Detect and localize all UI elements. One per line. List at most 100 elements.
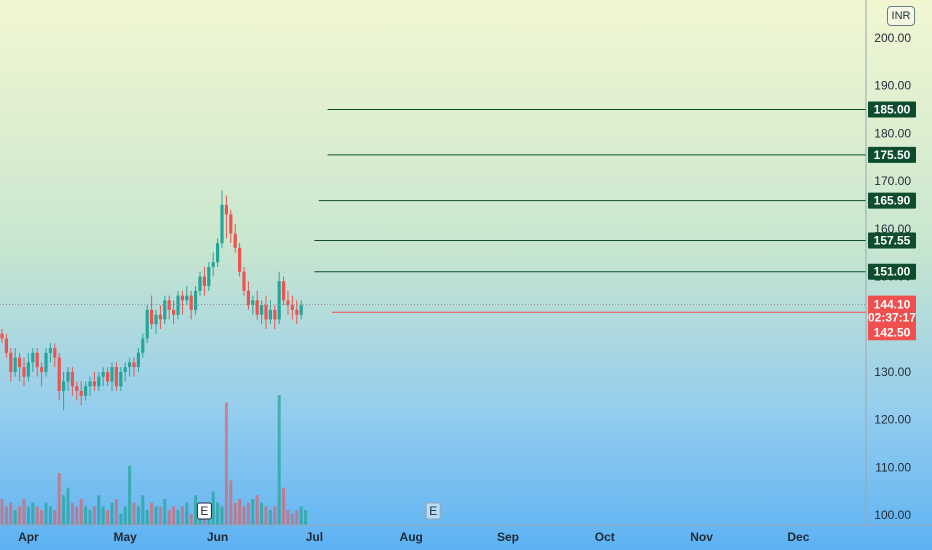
- time-tick-label: May: [114, 530, 138, 544]
- level-layer[interactable]: [0, 109, 866, 313]
- candle[interactable]: [40, 362, 44, 387]
- candle[interactable]: [185, 286, 189, 306]
- candle[interactable]: [9, 348, 13, 382]
- candle[interactable]: [97, 371, 101, 391]
- candle[interactable]: [264, 295, 268, 329]
- candle[interactable]: [48, 343, 52, 363]
- candle[interactable]: [238, 243, 242, 277]
- candle-body: [136, 352, 140, 368]
- candle[interactable]: [88, 376, 92, 396]
- currency-badge[interactable]: INR: [887, 6, 915, 26]
- volume-bar: [268, 510, 272, 525]
- candle[interactable]: [35, 348, 39, 377]
- candle[interactable]: [44, 348, 48, 377]
- candle[interactable]: [194, 286, 198, 315]
- candle[interactable]: [114, 362, 118, 391]
- candle-body: [18, 357, 22, 368]
- candle[interactable]: [13, 348, 17, 377]
- candle[interactable]: [207, 262, 211, 291]
- candle[interactable]: [18, 352, 22, 382]
- candle[interactable]: [22, 357, 26, 387]
- candle-body: [62, 381, 66, 391]
- candle[interactable]: [0, 328, 4, 344]
- earnings-marker-box: [425, 502, 441, 520]
- candle[interactable]: [189, 290, 193, 320]
- candle-body: [246, 290, 250, 306]
- candle[interactable]: [282, 276, 286, 306]
- candle[interactable]: [141, 333, 145, 358]
- candle[interactable]: [31, 348, 35, 372]
- candle[interactable]: [79, 381, 83, 406]
- candle[interactable]: [299, 300, 303, 320]
- volume-bar: [246, 502, 250, 525]
- candle[interactable]: [268, 300, 272, 325]
- candle[interactable]: [128, 357, 132, 377]
- candle[interactable]: [246, 281, 250, 310]
- candle[interactable]: [53, 343, 57, 368]
- volume-bar: [251, 499, 255, 525]
- candle-body: [251, 300, 255, 306]
- candle[interactable]: [242, 266, 246, 296]
- candle[interactable]: [123, 362, 127, 382]
- earnings-marker-label: E: [200, 504, 208, 518]
- volume-bar: [70, 502, 74, 525]
- volume-bar: [101, 506, 105, 525]
- candle[interactable]: [158, 305, 162, 329]
- candle-body: [53, 348, 57, 358]
- candle[interactable]: [273, 305, 277, 329]
- time-axis[interactable]: Apr May Jun Jul Aug Sep Oct Nov Dec: [18, 530, 810, 544]
- candle[interactable]: [255, 290, 259, 320]
- volume-bar: [145, 510, 149, 525]
- volume-layer: [0, 395, 308, 525]
- candle[interactable]: [70, 367, 74, 396]
- candle[interactable]: [198, 271, 202, 296]
- candle[interactable]: [75, 381, 79, 401]
- candle[interactable]: [132, 357, 136, 377]
- candle[interactable]: [167, 295, 171, 320]
- candle[interactable]: [119, 367, 123, 391]
- candle[interactable]: [220, 190, 224, 248]
- candle[interactable]: [216, 238, 220, 267]
- candle[interactable]: [57, 352, 61, 401]
- candle[interactable]: [84, 381, 88, 401]
- candle[interactable]: [163, 295, 167, 325]
- candle[interactable]: [224, 195, 228, 239]
- candle[interactable]: [62, 371, 66, 411]
- candle-layer[interactable]: [0, 190, 303, 411]
- candle[interactable]: [172, 300, 176, 325]
- candle[interactable]: [101, 367, 105, 387]
- volume-bar: [154, 506, 158, 525]
- candle[interactable]: [180, 290, 184, 315]
- candle-body: [13, 357, 17, 372]
- candle[interactable]: [4, 333, 8, 358]
- candle[interactable]: [110, 362, 114, 391]
- candle[interactable]: [145, 305, 149, 344]
- candle[interactable]: [229, 209, 233, 244]
- candle[interactable]: [286, 290, 290, 315]
- volume-bar: [295, 510, 299, 525]
- candle[interactable]: [66, 367, 70, 391]
- candle[interactable]: [290, 295, 294, 320]
- candle-body: [154, 314, 158, 325]
- candle[interactable]: [233, 224, 237, 253]
- candle[interactable]: [106, 367, 110, 387]
- candle[interactable]: [202, 266, 206, 296]
- candle[interactable]: [211, 252, 215, 277]
- candle[interactable]: [136, 348, 140, 372]
- volume-bar: [224, 402, 228, 525]
- candle[interactable]: [277, 271, 281, 325]
- candle-body: [141, 338, 145, 353]
- candle[interactable]: [150, 295, 154, 329]
- earnings-marker[interactable]: E: [425, 502, 441, 520]
- candle[interactable]: [154, 309, 158, 334]
- candle[interactable]: [92, 371, 96, 391]
- candle[interactable]: [295, 300, 299, 325]
- earnings-marker[interactable]: E: [196, 502, 212, 520]
- level-tag: [868, 232, 916, 249]
- volume-bar: [229, 480, 233, 525]
- candle[interactable]: [26, 352, 30, 382]
- candle[interactable]: [260, 300, 264, 325]
